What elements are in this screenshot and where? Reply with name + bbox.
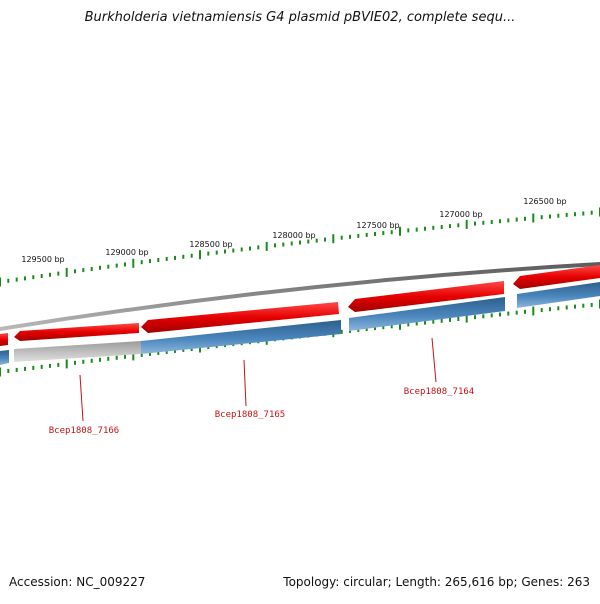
scale-label: 129500 bp bbox=[21, 255, 64, 264]
gene-label-leader bbox=[431, 337, 437, 383]
scale-label: 126500 bp bbox=[523, 197, 566, 206]
backbone-track bbox=[0, 262, 600, 331]
topology-summary: Topology: circular; Length: 265,616 bp; … bbox=[283, 575, 590, 589]
outer-scale-ticks bbox=[0, 207, 600, 287]
scale-label: 127500 bp bbox=[356, 221, 399, 230]
scale-label: 129000 bp bbox=[105, 248, 148, 257]
gene-label[interactable]: Bcep1808_7165 bbox=[215, 410, 285, 420]
scale-label: 127000 bp bbox=[439, 210, 482, 219]
reverse-gene-block[interactable] bbox=[0, 350, 9, 365]
scale-label: 128000 bp bbox=[272, 231, 315, 240]
gene-label[interactable]: Bcep1808_7166 bbox=[49, 426, 119, 436]
gene-label-leader bbox=[79, 374, 84, 422]
map-title: Burkholderia vietnamiensis G4 plasmid pB… bbox=[84, 10, 516, 25]
reverse-gene-block[interactable] bbox=[349, 297, 505, 331]
forward-gene-arrow[interactable] bbox=[141, 302, 339, 333]
scale-label: 128500 bp bbox=[189, 240, 232, 249]
reverse-gene-block-inactive[interactable] bbox=[14, 341, 141, 362]
forward-gene-arrow[interactable] bbox=[14, 323, 139, 341]
reverse-gene-block[interactable] bbox=[141, 320, 341, 354]
gene-label[interactable]: Bcep1808_7164 bbox=[404, 387, 474, 397]
gene-label-leader bbox=[243, 359, 247, 407]
reverse-gene-block[interactable] bbox=[517, 282, 600, 308]
forward-gene-arrow[interactable] bbox=[0, 333, 8, 346]
accession-text: Accession: NC_009227 bbox=[9, 575, 146, 589]
forward-gene-arrow[interactable] bbox=[348, 281, 504, 312]
forward-gene-arrow[interactable] bbox=[513, 265, 600, 289]
